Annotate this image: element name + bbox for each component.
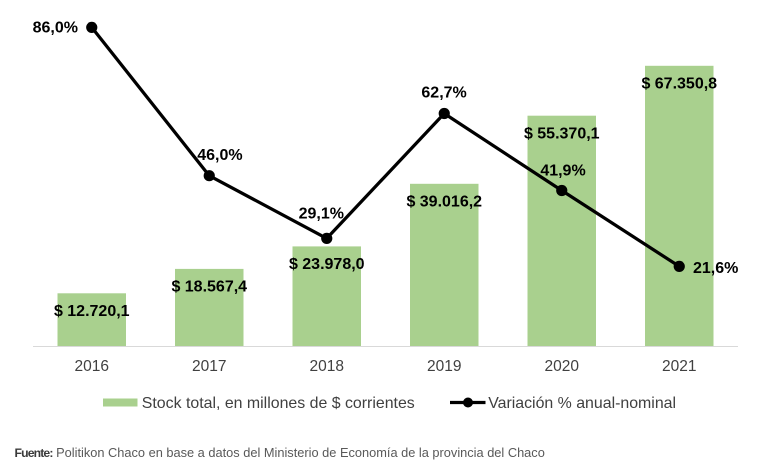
svg-text:$ 67.350,8: $ 67.350,8: [641, 76, 717, 93]
svg-text:$ 55.370,1: $ 55.370,1: [524, 125, 600, 142]
svg-text:2019: 2019: [427, 358, 461, 375]
svg-text:2021: 2021: [662, 358, 696, 375]
svg-text:$ 18.567,4: $ 18.567,4: [171, 279, 247, 296]
svg-text:Stock total, en millones de $: Stock total, en millones de $ corrientes: [142, 395, 415, 412]
svg-text:41,9%: 41,9%: [540, 163, 585, 180]
svg-text:86,0%: 86,0%: [33, 20, 78, 37]
svg-text:2016: 2016: [75, 358, 109, 375]
svg-text:46,0%: 46,0%: [197, 147, 242, 164]
svg-text:$ 39.016,2: $ 39.016,2: [406, 194, 482, 211]
svg-text:29,1%: 29,1%: [299, 206, 344, 223]
svg-text:Variación % anual-nominal: Variación % anual-nominal: [488, 395, 676, 412]
svg-text:21,6%: 21,6%: [693, 260, 738, 277]
svg-text:$ 23.978,0: $ 23.978,0: [289, 256, 365, 273]
svg-text:Fuente: Politikon Chaco en bas: Fuente: Politikon Chaco en base a datos …: [15, 445, 545, 460]
svg-text:2017: 2017: [192, 358, 226, 375]
svg-text:62,7%: 62,7%: [421, 85, 466, 102]
svg-text:2018: 2018: [310, 358, 344, 375]
svg-text:$ 12.720,1: $ 12.720,1: [54, 303, 130, 320]
svg-text:2020: 2020: [545, 358, 580, 375]
